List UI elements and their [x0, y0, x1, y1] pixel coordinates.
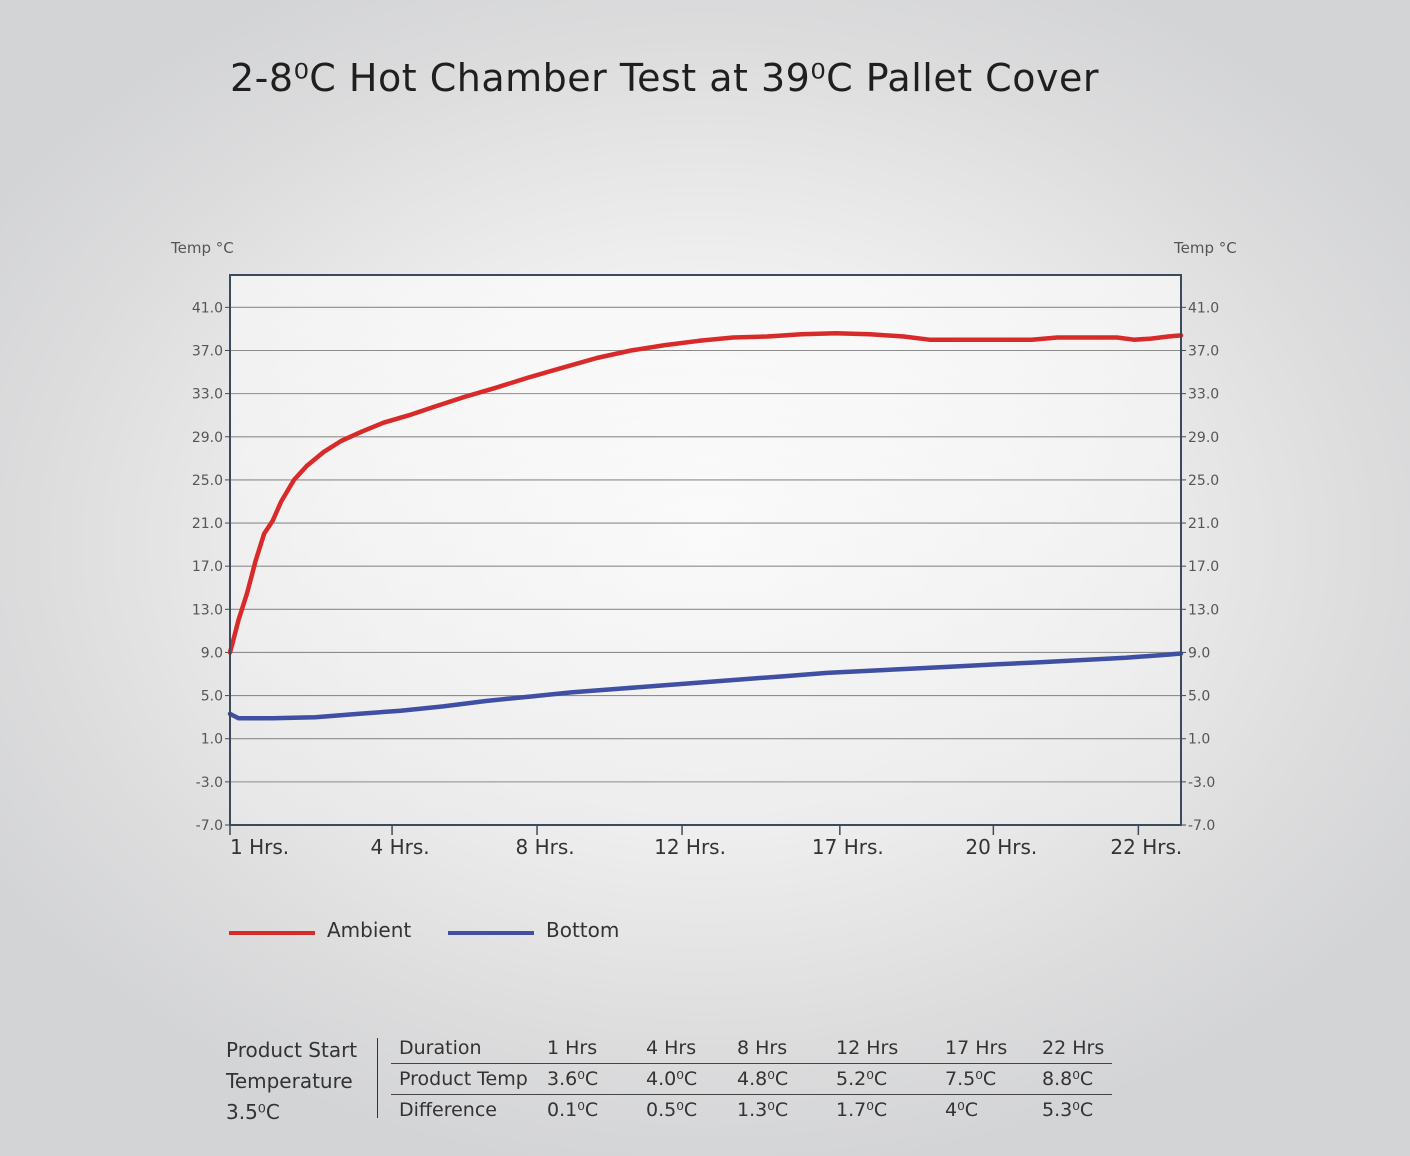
- table-cell: 5.2⁰C: [828, 1063, 937, 1095]
- table-cell: 4.8⁰C: [729, 1063, 828, 1095]
- table-cell: 4.0⁰C: [638, 1063, 729, 1095]
- y-tick-label-left: 13.0: [192, 602, 223, 618]
- table-cell: 8.8⁰C: [1034, 1063, 1113, 1095]
- y-tick-label-right: 9.0: [1188, 645, 1210, 661]
- temperature-line-chart: -7.0 -7.0 -3.0 -3.0 1.0 1.0 5.0 5.0 9.0 9.0 13.0 13…: [192, 274, 1219, 859]
- y-tick-label-right: 13.0: [1188, 602, 1219, 618]
- table-cell: 0.5⁰C: [638, 1094, 729, 1125]
- x-tick-label: 12 Hrs.: [654, 835, 726, 859]
- plot-frame: [229, 274, 1182, 826]
- results-table: Duration 1 Hrs 4 Hrs 8 Hrs 12 Hrs 17 Hrs…: [391, 1033, 1113, 1125]
- y-tick-label-left: 17.0: [192, 559, 223, 575]
- y-tick-label-left: 9.0: [201, 645, 223, 661]
- table-cell: 3.6⁰C: [539, 1063, 638, 1095]
- series-line-bottom: [227, 651, 1184, 721]
- y-axis-title-left: Temp °C: [171, 239, 234, 257]
- legend-label-ambient: Ambient: [327, 918, 412, 942]
- x-tick-label: 1 Hrs.: [230, 835, 289, 859]
- y-tick-label-right: 29.0: [1188, 430, 1219, 446]
- y-tick-label-left: 41.0: [192, 300, 223, 316]
- y-tick-label-right: 17.0: [1188, 559, 1219, 575]
- table-cell: 0.1⁰C: [539, 1094, 638, 1125]
- y-tick-label-left: 5.0: [201, 689, 223, 705]
- y-tick-label-right: 5.0: [1188, 689, 1210, 705]
- x-tick-label: 8 Hrs.: [515, 835, 574, 859]
- table-row-duration: Duration 1 Hrs 4 Hrs 8 Hrs 12 Hrs 17 Hrs…: [391, 1033, 1112, 1064]
- y-tick-label-left: 1.0: [201, 732, 223, 748]
- legend-item-ambient: Ambient: [229, 918, 411, 942]
- y-tick-label-right: 21.0: [1188, 516, 1219, 532]
- table-cell: 1 Hrs: [547, 1037, 598, 1059]
- y-tick-label-right: -3.0: [1188, 775, 1215, 791]
- y-tick-label-right: 1.0: [1188, 732, 1210, 748]
- legend-swatch-ambient: [229, 931, 315, 935]
- y-tick-label-left: 33.0: [192, 387, 223, 403]
- table-divider: [377, 1038, 378, 1118]
- y-axis-title-right: Temp °C: [1174, 239, 1237, 257]
- table-cell: Product Temp: [391, 1063, 539, 1095]
- table-cell: Duration: [399, 1037, 482, 1059]
- y-tick-label-right: -7.0: [1188, 818, 1215, 834]
- table-cell: 1.3⁰C: [729, 1094, 828, 1125]
- table-cell: 22 Hrs: [1042, 1037, 1105, 1059]
- table-cell: 7.5⁰C: [937, 1063, 1034, 1095]
- table-cell: 12 Hrs: [836, 1037, 899, 1059]
- table-cell: 4 Hrs: [646, 1037, 697, 1059]
- y-tick-label-left: 25.0: [192, 473, 223, 489]
- product-start-line3: 3.5⁰C: [226, 1100, 280, 1124]
- table-row-difference: Difference 0.1⁰C 0.5⁰C 1.3⁰C 1.7⁰C 4⁰C 5…: [391, 1094, 1113, 1125]
- table-cell: 1.7⁰C: [828, 1094, 937, 1125]
- table-cell: 4⁰C: [937, 1094, 1034, 1125]
- y-tick-label-right: 37.0: [1188, 343, 1219, 359]
- y-tick-label-left: 21.0: [192, 516, 223, 532]
- table-cell: Difference: [391, 1094, 539, 1125]
- legend-label-bottom: Bottom: [546, 918, 620, 942]
- y-tick-label-right: 41.0: [1188, 300, 1219, 316]
- chart-title: 2-8⁰C Hot Chamber Test at 39⁰C Pallet Co…: [230, 56, 1099, 100]
- y-tick-label-left: -7.0: [196, 818, 223, 834]
- table-cell: 8 Hrs: [737, 1037, 788, 1059]
- y-tick-label-left: 37.0: [192, 343, 223, 359]
- y-tick-label-right: 25.0: [1188, 473, 1219, 489]
- table-row-product-temp: Product Temp 3.6⁰C 4.0⁰C 4.8⁰C 5.2⁰C 7.5…: [391, 1063, 1113, 1095]
- x-tick-label: 4 Hrs.: [370, 835, 429, 859]
- product-start-temperature: Product Start Temperature 3.5⁰C: [226, 1035, 357, 1128]
- plot-area: [230, 275, 1181, 825]
- legend-swatch-bottom: [448, 931, 534, 935]
- series-line-ambient: [227, 330, 1184, 655]
- y-tick-label-left: 29.0: [192, 430, 223, 446]
- legend-item-bottom: Bottom: [448, 918, 619, 942]
- table-cell: 5.3⁰C: [1034, 1094, 1113, 1125]
- product-start-line1: Product Start: [226, 1038, 358, 1062]
- x-tick-label: 22 Hrs.: [1110, 835, 1182, 859]
- x-tick-label: 20 Hrs.: [965, 835, 1037, 859]
- table-cell: 17 Hrs: [945, 1037, 1008, 1059]
- product-start-line2: Temperature: [226, 1069, 353, 1093]
- y-tick-label-left: -3.0: [196, 775, 223, 791]
- x-tick-label: 17 Hrs.: [812, 835, 884, 859]
- y-tick-label-right: 33.0: [1188, 387, 1219, 403]
